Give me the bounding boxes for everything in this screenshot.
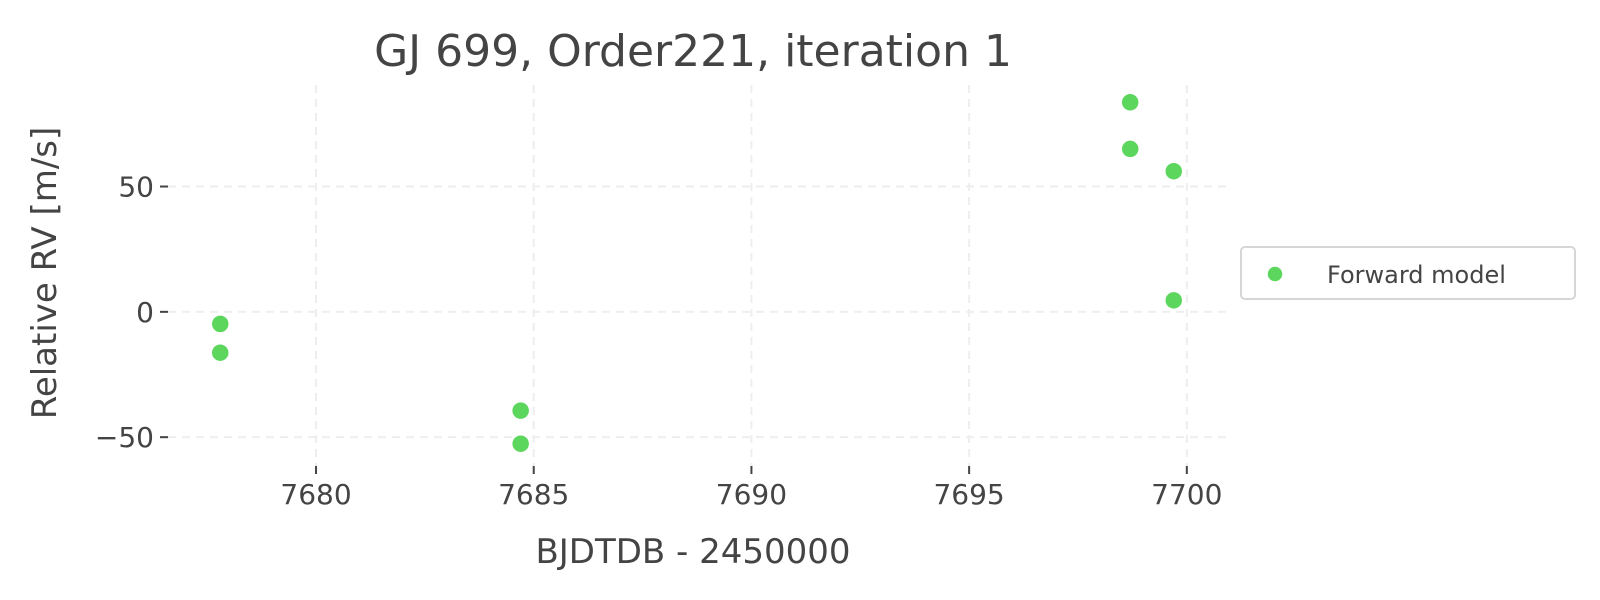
y-tick-label: 50 bbox=[118, 171, 154, 204]
x-tick-label: 7690 bbox=[716, 478, 787, 511]
x-tick-label: 7685 bbox=[498, 478, 569, 511]
data-point bbox=[510, 433, 531, 454]
legend-marker bbox=[1266, 265, 1284, 283]
data-point bbox=[1120, 92, 1140, 113]
data-point bbox=[210, 342, 230, 363]
data-point bbox=[1164, 161, 1184, 181]
chart-title: GJ 699, Order221, iteration 1 bbox=[374, 26, 1012, 77]
data-points bbox=[210, 92, 1184, 454]
legend-box bbox=[1240, 246, 1576, 300]
x-tick-label: 7680 bbox=[280, 478, 351, 511]
y-axis-label: Relative RV [m/s] bbox=[25, 127, 65, 420]
y-tick-label: 0 bbox=[136, 296, 154, 329]
legend-label: Forward model bbox=[1327, 261, 1506, 289]
x-axis-label: BJDTDB - 2450000 bbox=[535, 532, 850, 572]
y-tick-label: −50 bbox=[95, 421, 154, 454]
axis-ticks: 7680 7685 7690 7695 7700 −50 0 50 bbox=[95, 171, 1223, 511]
grid bbox=[168, 85, 1226, 466]
x-tick-label: 7700 bbox=[1151, 478, 1222, 511]
data-point bbox=[210, 314, 230, 334]
legend: Forward model bbox=[1240, 246, 1576, 300]
x-tick-label: 7695 bbox=[933, 478, 1004, 511]
data-point bbox=[1120, 139, 1140, 159]
data-point bbox=[1164, 290, 1184, 311]
data-point bbox=[510, 400, 531, 421]
